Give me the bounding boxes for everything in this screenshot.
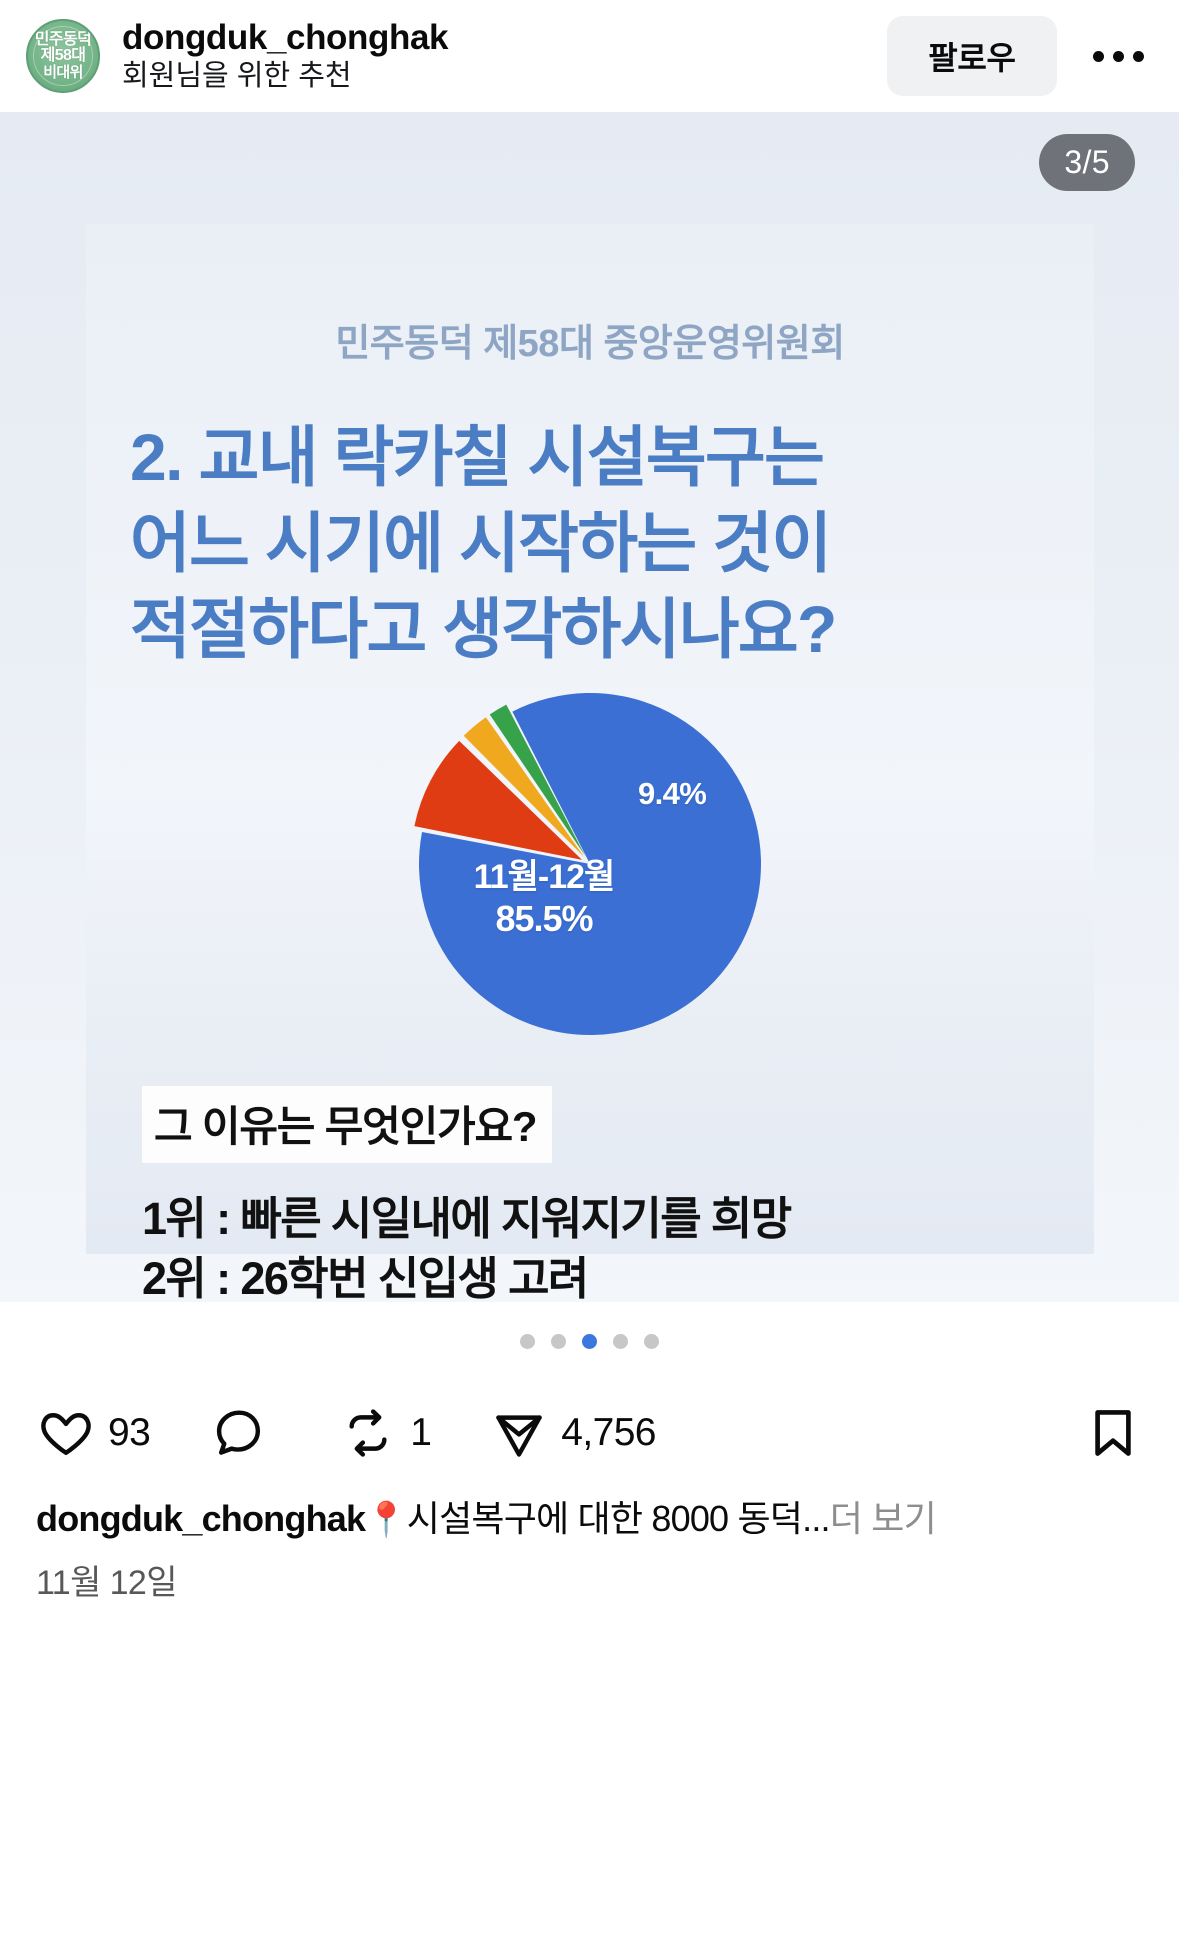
repost-icon[interactable] — [340, 1405, 396, 1461]
more-dot-2 — [1112, 50, 1124, 62]
slide-kicker: 민주동덕 제58대 중앙운영위원회 — [335, 323, 845, 365]
slide-title-line-1: 2. 교내 락카칠 시설복구는 — [130, 420, 825, 494]
pie-chart-zone: 11월-12월 85.5% 9.4% — [86, 690, 1094, 1050]
carousel-count-badge: 3/5 — [1039, 134, 1135, 191]
avatar-line-1: 민주동덕 — [34, 31, 92, 49]
caption-text: 시설복구에 대한 8000 동덕... — [406, 1498, 831, 1539]
reason-heading: 그 이유는 무엇인가요? — [142, 1086, 553, 1164]
slide-title-line-2: 어느 시기에 시작하는 것이 — [130, 505, 832, 580]
heart-icon[interactable] — [38, 1405, 94, 1461]
caption-username[interactable]: dongduk_chonghak — [36, 1498, 366, 1539]
recommendation-subtitle: 회원님을 위한 추천 — [122, 60, 352, 93]
pie-slice-green — [489, 705, 586, 857]
action-bar: 93 1 4,756 — [0, 1380, 1179, 1486]
carousel-dot-3[interactable] — [582, 1333, 597, 1349]
carousel-dot-4[interactable] — [613, 1333, 628, 1349]
avatar-ring — [33, 26, 93, 86]
like-action[interactable]: 93 — [38, 1405, 151, 1461]
post-media[interactable]: 3/5 민주동덕 제58대 중앙운영위원회 2. 교내 락카칠 시설복구는 어느… — [0, 112, 1179, 1302]
post-header: 민주동덕 제58대 비대위 dongduk_chonghak 회원님을 위한 추… — [0, 0, 1179, 112]
pie-slice-red — [414, 741, 583, 861]
more-dot-1 — [1092, 50, 1104, 62]
avatar-image: 민주동덕 제58대 비대위 — [26, 19, 100, 93]
avatar-line-3: 비대위 — [43, 63, 83, 81]
caption-row[interactable]: dongduk_chonghak📍시설복구에 대한 8000 동덕...더 보기 — [0, 1486, 1179, 1543]
slide-title-line-3: 적절하다고 생각하시나요? — [130, 591, 837, 666]
pie-chart-svg — [414, 693, 762, 1036]
like-count: 93 — [108, 1411, 151, 1454]
post-date: 11월 12일 — [36, 1563, 178, 1602]
share-action[interactable]: 4,756 — [491, 1405, 656, 1461]
save-action[interactable] — [1085, 1405, 1141, 1461]
header-text-block: dongduk_chonghak 회원님을 위한 추천 — [122, 18, 887, 94]
follow-button[interactable]: 팔로우 — [887, 16, 1057, 96]
carousel-dot-2[interactable] — [551, 1333, 566, 1349]
slide-card: 민주동덕 제58대 중앙운영위원회 2. 교내 락카칠 시설복구는 어느 시기에… — [86, 224, 1094, 1302]
reason-item-1: 1위 : 빠른 시일내에 지워지기를 희망 — [142, 1193, 792, 1245]
more-dot-3 — [1132, 50, 1144, 62]
reason-item-2: 2위 : 26학번 신입생 고려 — [142, 1252, 589, 1302]
carousel-dots — [0, 1302, 1179, 1380]
share-count: 4,756 — [561, 1411, 656, 1454]
repost-count: 1 — [410, 1411, 432, 1454]
bookmark-icon[interactable] — [1085, 1405, 1141, 1461]
pie-slice-blue — [419, 693, 762, 1036]
carousel-dot-5[interactable] — [644, 1333, 659, 1349]
more-options-icon[interactable] — [1083, 21, 1153, 91]
comment-action[interactable] — [210, 1405, 280, 1461]
username-label[interactable]: dongduk_chonghak — [122, 18, 449, 57]
share-icon[interactable] — [491, 1405, 547, 1461]
comment-icon[interactable] — [210, 1405, 266, 1461]
caption-more-link[interactable]: 더 보기 — [829, 1498, 937, 1539]
carousel-dot-1[interactable] — [520, 1333, 535, 1349]
avatar-line-2: 제58대 — [40, 47, 86, 65]
reason-list: 1위 : 빠른 시일내에 지워지기를 희망 2위 : 26학번 신입생 고려 3… — [142, 1189, 1094, 1302]
pie-chart: 11월-12월 85.5% 9.4% — [414, 690, 764, 1038]
slide-title: 2. 교내 락카칠 시설복구는 어느 시기에 시작하는 것이 적절하다고 생각하… — [86, 415, 1094, 672]
reason-heading-wrap: 그 이유는 무엇인가요? — [86, 1050, 1094, 1164]
avatar[interactable]: 민주동덕 제58대 비대위 — [26, 19, 100, 93]
repost-action[interactable]: 1 — [340, 1405, 432, 1461]
pie-slice-orange — [463, 717, 585, 858]
pin-icon: 📍 — [365, 1501, 407, 1539]
